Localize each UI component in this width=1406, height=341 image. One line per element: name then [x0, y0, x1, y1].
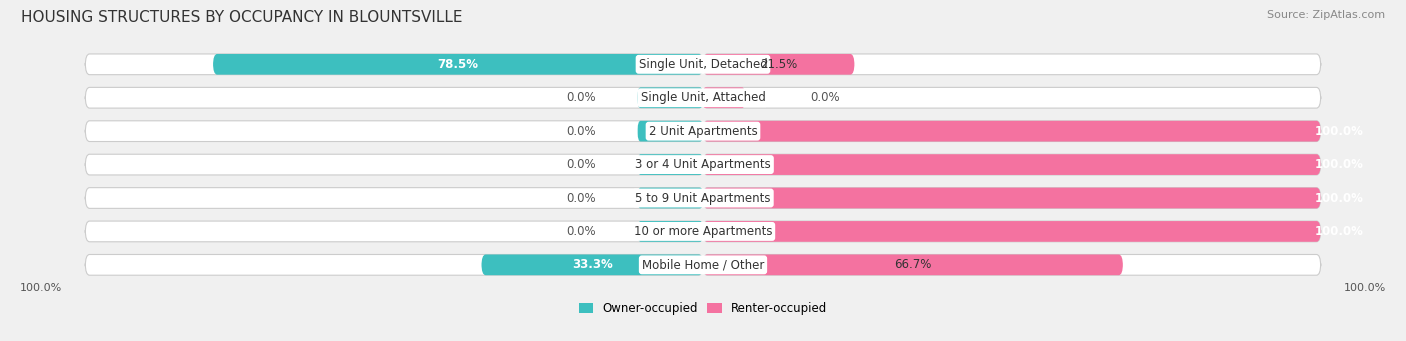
FancyBboxPatch shape: [703, 121, 1320, 142]
Text: 21.5%: 21.5%: [761, 58, 797, 71]
Text: 100.0%: 100.0%: [1315, 192, 1364, 205]
FancyBboxPatch shape: [703, 254, 1123, 275]
FancyBboxPatch shape: [703, 121, 1320, 142]
Text: 0.0%: 0.0%: [567, 91, 596, 104]
FancyBboxPatch shape: [703, 221, 1320, 242]
Text: 66.7%: 66.7%: [894, 258, 932, 271]
Text: 0.0%: 0.0%: [567, 192, 596, 205]
Text: 33.3%: 33.3%: [572, 258, 613, 271]
FancyBboxPatch shape: [481, 254, 703, 275]
FancyBboxPatch shape: [86, 154, 703, 175]
Text: 5 to 9 Unit Apartments: 5 to 9 Unit Apartments: [636, 192, 770, 205]
Text: 78.5%: 78.5%: [437, 58, 478, 71]
FancyBboxPatch shape: [703, 54, 855, 75]
FancyBboxPatch shape: [214, 54, 703, 75]
Text: 100.0%: 100.0%: [1344, 283, 1386, 293]
FancyBboxPatch shape: [86, 54, 703, 75]
Text: 0.0%: 0.0%: [567, 125, 596, 138]
FancyBboxPatch shape: [86, 221, 703, 242]
Text: 0.0%: 0.0%: [567, 158, 596, 171]
FancyBboxPatch shape: [703, 221, 1320, 242]
Text: 0.0%: 0.0%: [567, 225, 596, 238]
Text: 3 or 4 Unit Apartments: 3 or 4 Unit Apartments: [636, 158, 770, 171]
FancyBboxPatch shape: [86, 121, 703, 142]
Text: 100.0%: 100.0%: [1315, 125, 1364, 138]
FancyBboxPatch shape: [703, 87, 1320, 108]
FancyBboxPatch shape: [86, 188, 703, 208]
Text: 100.0%: 100.0%: [1315, 225, 1364, 238]
Text: 2 Unit Apartments: 2 Unit Apartments: [648, 125, 758, 138]
Text: Mobile Home / Other: Mobile Home / Other: [641, 258, 765, 271]
Text: Single Unit, Attached: Single Unit, Attached: [641, 91, 765, 104]
FancyBboxPatch shape: [703, 188, 1320, 208]
FancyBboxPatch shape: [703, 188, 1320, 208]
Text: Single Unit, Detached: Single Unit, Detached: [638, 58, 768, 71]
Text: Source: ZipAtlas.com: Source: ZipAtlas.com: [1267, 10, 1385, 20]
FancyBboxPatch shape: [703, 54, 1320, 75]
FancyBboxPatch shape: [703, 254, 1320, 275]
FancyBboxPatch shape: [86, 254, 703, 275]
FancyBboxPatch shape: [638, 87, 703, 108]
Text: 100.0%: 100.0%: [1315, 158, 1364, 171]
Text: 100.0%: 100.0%: [20, 283, 62, 293]
Text: HOUSING STRUCTURES BY OCCUPANCY IN BLOUNTSVILLE: HOUSING STRUCTURES BY OCCUPANCY IN BLOUN…: [21, 10, 463, 25]
FancyBboxPatch shape: [638, 121, 703, 142]
FancyBboxPatch shape: [638, 154, 703, 175]
FancyBboxPatch shape: [638, 188, 703, 208]
Legend: Owner-occupied, Renter-occupied: Owner-occupied, Renter-occupied: [574, 298, 832, 320]
FancyBboxPatch shape: [703, 87, 745, 108]
FancyBboxPatch shape: [86, 87, 703, 108]
FancyBboxPatch shape: [638, 221, 703, 242]
FancyBboxPatch shape: [703, 154, 1320, 175]
FancyBboxPatch shape: [703, 154, 1320, 175]
Text: 10 or more Apartments: 10 or more Apartments: [634, 225, 772, 238]
Text: 0.0%: 0.0%: [810, 91, 839, 104]
